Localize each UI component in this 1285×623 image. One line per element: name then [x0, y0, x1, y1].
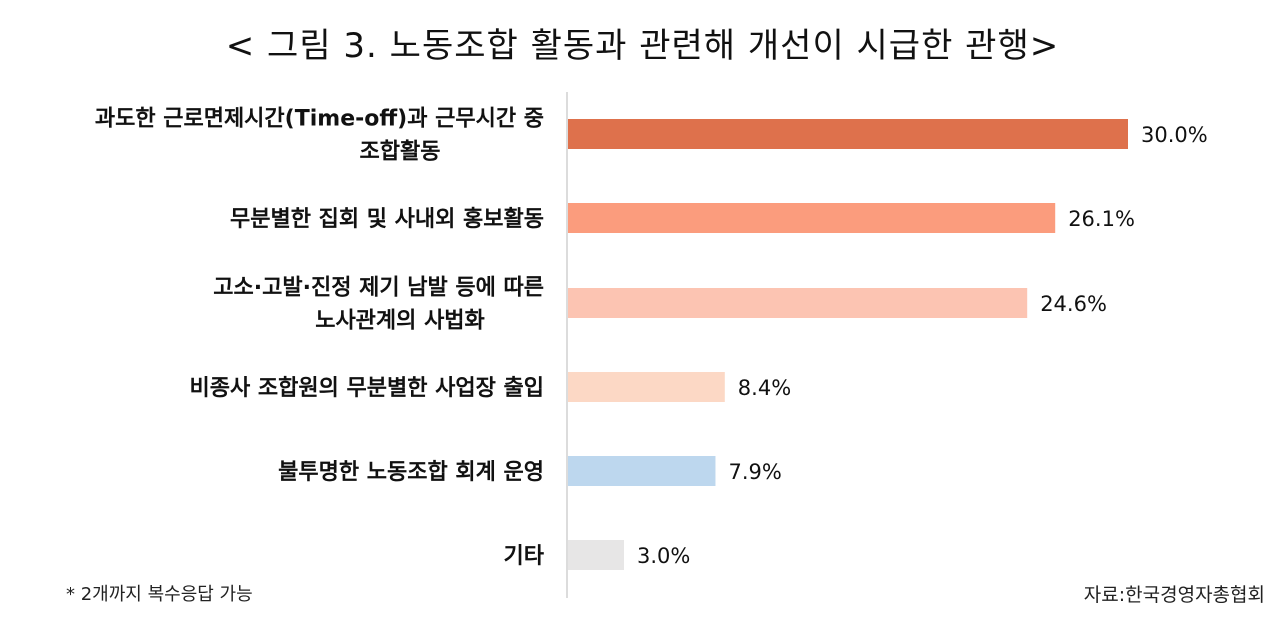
category-label: 조합활동 [360, 139, 441, 165]
category-label: 노사관계의 사법화 [315, 309, 485, 334]
data-label: 30.0% [1141, 123, 1208, 147]
data-label: 8.4% [738, 376, 791, 400]
data-label: 7.9% [728, 460, 781, 484]
source-note: 자료:한국경영자총협회 [1083, 584, 1265, 606]
data-label: 24.6% [1040, 292, 1107, 316]
bar [568, 288, 1028, 318]
category-label: 무분별한 집회 및 사내외 홍보활동 [230, 207, 544, 232]
bar [568, 456, 716, 486]
bar [568, 372, 725, 402]
bar [568, 540, 624, 570]
category-label: 불투명한 노동조합 회계 운영 [278, 459, 544, 485]
category-label: 기타 [504, 544, 545, 569]
data-label: 3.0% [637, 544, 690, 568]
footnote: * 2개까지 복수응답 가능 [66, 584, 253, 605]
bar [568, 119, 1128, 149]
category-label: 비종사 조합원의 무분별한 사업장 출입 [190, 375, 544, 401]
chart-title: < 그림 3. 노동조합 활동과 관련해 개선이 시급한 관행> [225, 26, 1060, 66]
category-label: 고소·고발·진정 제기 남발 등에 따른 [213, 276, 544, 301]
bar [568, 203, 1056, 233]
data-label: 26.1% [1068, 207, 1135, 231]
category-label: 과도한 근로면제시간(Time-off)과 근무시간 중 [95, 107, 544, 132]
